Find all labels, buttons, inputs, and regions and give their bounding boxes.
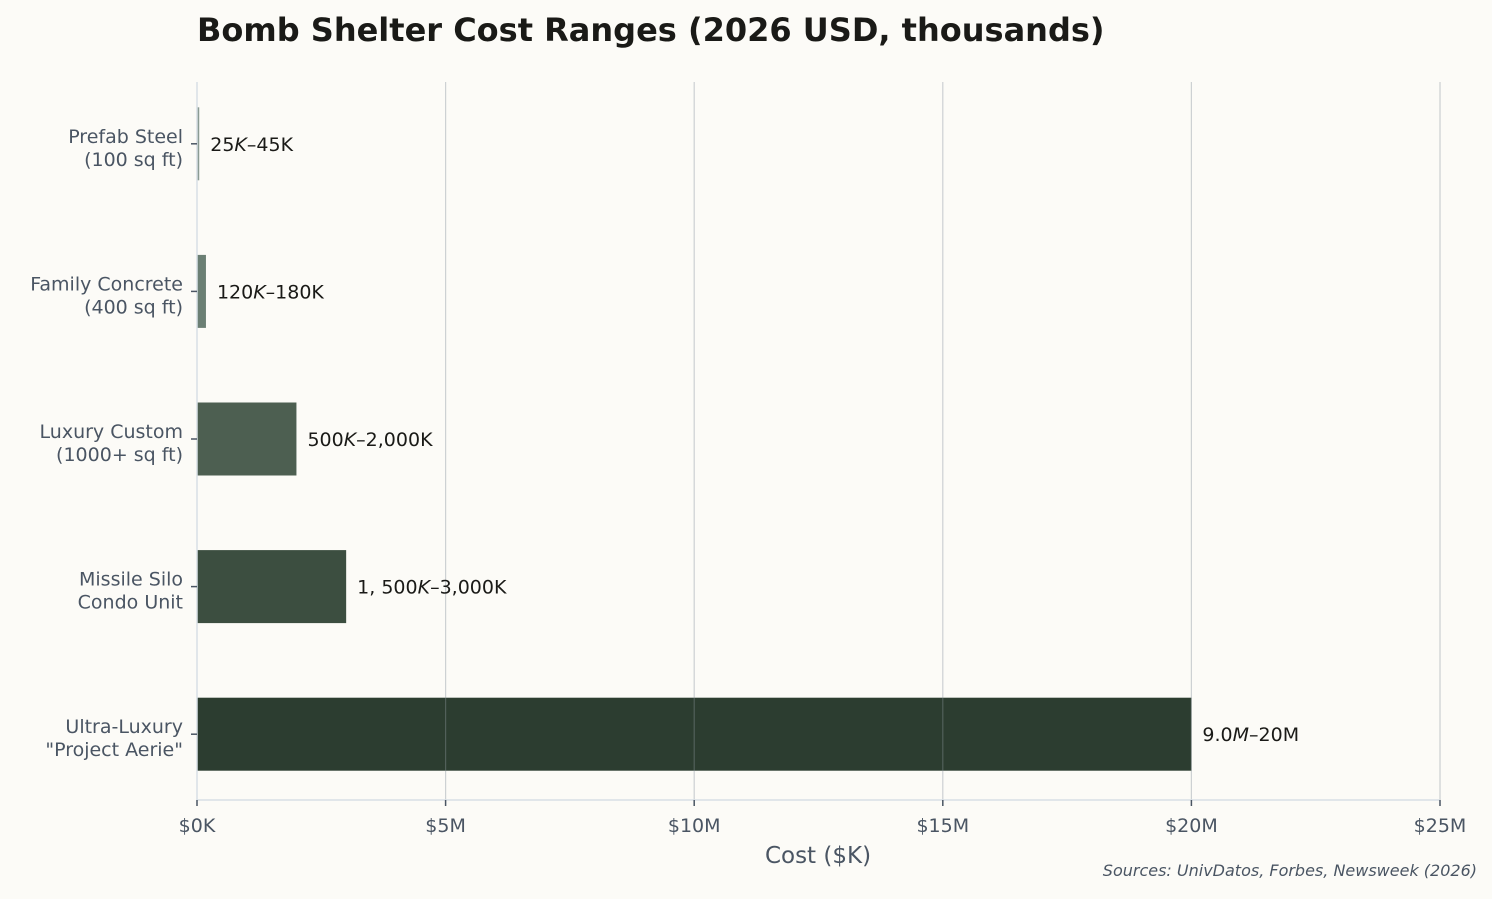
data-label-part: 500 [307,429,343,451]
data-label-part: –45K [247,134,294,156]
data-label: 9.0M–20M [1202,724,1299,746]
chart-title: Bomb Shelter Cost Ranges (2026 USD, thou… [197,11,1105,49]
y-tick-label: "Project Aerie" [45,739,183,761]
data-label-part: –3,000K [430,577,507,599]
bar [197,697,1192,771]
y-tick-label: Prefab Steel [68,126,183,148]
bar [197,254,206,328]
data-label: 500K–2,000K [307,429,433,451]
data-label-part: 120 [217,281,253,303]
x-axis-label: Cost ($K) [765,843,871,869]
y-tick-label: Family Concrete [30,273,183,295]
source-note: Sources: UnivDatos, Forbes, Newsweek (20… [1103,861,1477,880]
x-tick-label: $5M [425,815,466,837]
data-label-part: –20M [1249,724,1299,746]
data-label-part: –2,000K [356,429,433,451]
bar [197,107,200,181]
data-label-part: 1, 500 [357,577,417,599]
data-label: 25K–45K [210,134,293,156]
y-tick-label: (400 sq ft) [84,296,183,318]
x-tick-label: $15M [916,815,969,837]
x-tick-label: $0K [179,815,216,837]
y-tick-label: Condo Unit [78,592,183,614]
data-label-part: 25 [210,134,234,156]
x-tick-label: $25M [1414,815,1467,837]
data-label-part: K [344,429,358,451]
data-label-part: M [1233,724,1249,746]
y-tick-label: Missile Silo [79,569,183,591]
y-tick-label: Luxury Custom [40,421,183,443]
x-tick-label: $20M [1165,815,1218,837]
data-label-part: K [418,577,432,599]
bar [197,550,347,624]
data-label: 1, 500K–3,000K [357,577,507,599]
data-label-part: –180K [266,281,325,303]
y-tick-label: Ultra-Luxury [65,716,183,738]
data-label-part: 9.0 [1202,724,1232,746]
y-tick-label: (1000+ sq ft) [56,444,183,466]
data-label: 120K–180K [217,281,324,303]
y-tick-label: (100 sq ft) [84,149,183,171]
x-tick-label: $10M [668,815,721,837]
data-label-part: K [253,281,267,303]
bar [197,402,297,476]
data-label-part: K [234,134,248,156]
